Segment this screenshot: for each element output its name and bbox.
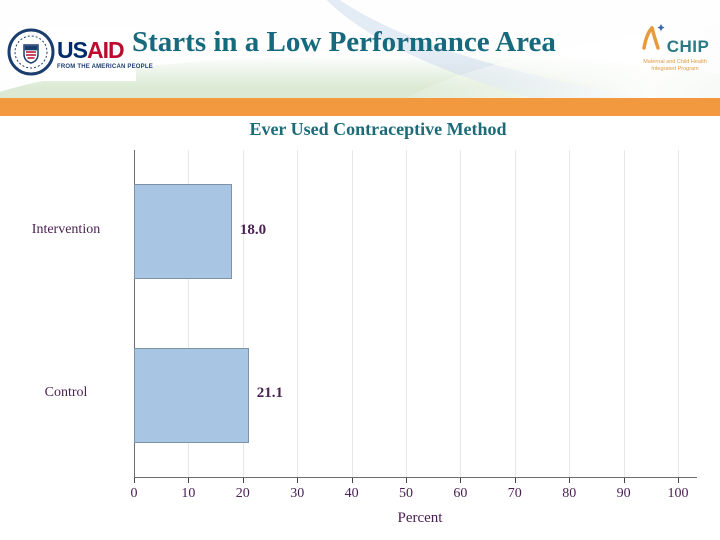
x-axis-tick-label: 20 [235, 486, 250, 501]
x-axis-title: Percent [397, 510, 443, 526]
mchip-tagline-line2: Integrated Program [651, 66, 699, 73]
usaid-seal-icon [7, 28, 55, 81]
usaid-tagline: FROM THE AMERICAN PEOPLE [57, 63, 153, 70]
gridline [460, 150, 462, 477]
mchip-figure-icon [641, 24, 667, 55]
mchip-tagline: Maternal and Child Health Integrated Pro… [632, 59, 718, 73]
gridline [242, 150, 244, 477]
x-axis-tick-label: 50 [399, 486, 413, 501]
x-axis-tick-label: 70 [507, 486, 522, 501]
gridline [569, 150, 571, 477]
data-bar [134, 347, 249, 443]
mchip-name: CHIP [666, 37, 710, 56]
x-axis-tick-label: 100 [667, 486, 689, 501]
x-axis-tick-label: 80 [562, 486, 577, 501]
category-label: Control [44, 385, 88, 401]
usaid-logo: USAID FROM THE AMERICAN PEOPLE [7, 27, 153, 81]
gridline [406, 150, 407, 477]
category-label: Intervention [31, 221, 101, 237]
data-bar [134, 184, 232, 280]
gridline [678, 150, 679, 477]
mchip-tagline-line1: Maternal and Child Health [643, 59, 707, 65]
x-axis-tick [406, 478, 407, 483]
mchip-logo: CHIP Maternal and Child Health Integrate… [632, 24, 718, 73]
x-axis-tick [188, 478, 190, 483]
usaid-us-text: US [57, 36, 88, 63]
slide-title: Starts in a Low Performance Area [132, 26, 556, 58]
slide-header: USAID FROM THE AMERICAN PEOPLE Starts in… [0, 0, 720, 98]
usaid-aid-text: AID [86, 36, 125, 63]
x-axis-tick [134, 478, 135, 483]
usaid-wordmark-text: USAID [57, 36, 153, 63]
gridline [188, 150, 190, 477]
x-axis-tick-label: 30 [290, 486, 305, 501]
gridline [351, 150, 353, 477]
gridline [297, 150, 299, 477]
chart-title: Ever Used Contraceptive Method [249, 119, 507, 139]
x-axis-tick-label: 40 [344, 486, 359, 501]
usaid-wordmark: USAID FROM THE AMERICAN PEOPLE [57, 36, 153, 70]
x-axis-tick [351, 478, 353, 483]
y-axis-line [134, 150, 135, 478]
x-axis-tick [297, 478, 299, 483]
value-label: 18.0 [239, 221, 267, 238]
x-axis-tick [569, 478, 571, 483]
x-axis-tick [460, 478, 462, 483]
x-axis-tick-label: 90 [616, 486, 631, 501]
x-axis-tick [678, 478, 679, 483]
x-axis-tick-label: 60 [453, 486, 468, 501]
x-axis-tick [623, 478, 625, 483]
x-axis-tick [514, 478, 516, 483]
x-axis-tick-label: 0 [130, 486, 138, 501]
x-axis-tick-label: 10 [181, 486, 196, 501]
gridline [623, 150, 625, 477]
x-axis-line [134, 477, 697, 478]
x-axis-tick [242, 478, 244, 483]
value-label: 21.1 [256, 385, 284, 402]
divider-bar [0, 98, 720, 116]
gridline [514, 150, 516, 477]
